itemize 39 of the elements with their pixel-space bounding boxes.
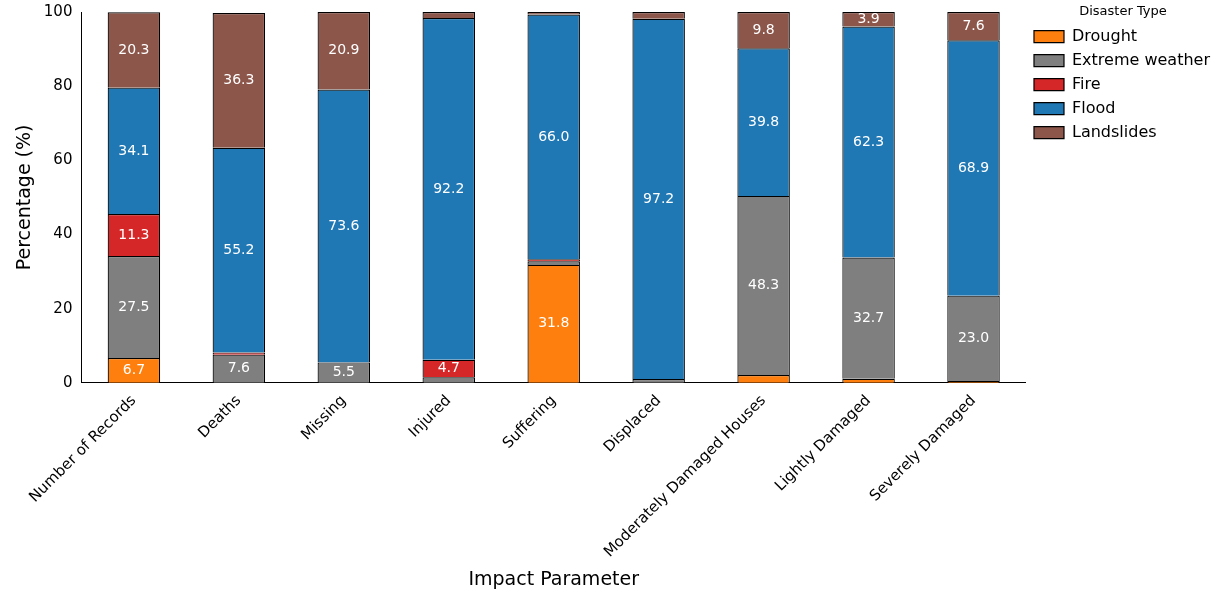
data-label: 39.8 (748, 112, 780, 129)
data-label: 66.0 (538, 127, 570, 144)
data-label: 5.5 (332, 363, 355, 380)
y-tick-label: 0 (62, 372, 73, 391)
legend-label: Flood (1071, 97, 1116, 117)
data-label: 97.2 (643, 189, 675, 206)
data-label: 55.2 (223, 240, 255, 257)
data-label: 73.6 (328, 216, 360, 233)
data-label: 31.8 (538, 314, 570, 331)
data-label: 20.3 (118, 40, 150, 57)
data-label: 3.9 (857, 9, 880, 26)
data-label: 23.0 (957, 328, 990, 345)
y-tick-label: 80 (53, 76, 73, 95)
data-label: 68.9 (957, 158, 990, 175)
data-label: 92.2 (433, 179, 465, 196)
data-label: 7.6 (227, 359, 251, 376)
data-label: 6.7 (122, 361, 146, 378)
legend-label: Landslides (1071, 121, 1157, 141)
data-label: 4.7 (437, 359, 460, 376)
y-tick-label: 100 (43, 1, 73, 20)
data-label: 11.3 (118, 225, 150, 242)
legend-label: Extreme weather (1071, 49, 1211, 69)
y-axis-title: Percentage (%) (12, 124, 35, 271)
data-label: 36.3 (223, 71, 255, 88)
y-tick-label: 20 (53, 298, 73, 317)
x-axis-title: Impact Parameter (468, 566, 640, 589)
data-label: 62.3 (852, 132, 885, 149)
data-label: 20.9 (328, 41, 360, 58)
legend-label: Fire (1071, 73, 1101, 93)
data-label: 7.6 (962, 16, 985, 33)
legend-title: Disaster Type (1079, 2, 1167, 18)
data-label: 34.1 (118, 141, 150, 158)
data-label: 48.3 (748, 276, 780, 293)
data-label: 9.8 (752, 20, 775, 37)
data-label: 27.5 (118, 297, 150, 314)
legend-label: Drought (1071, 25, 1138, 45)
data-label: 32.7 (852, 308, 885, 325)
y-tick-label: 60 (53, 150, 73, 169)
y-tick-label: 40 (53, 224, 73, 243)
